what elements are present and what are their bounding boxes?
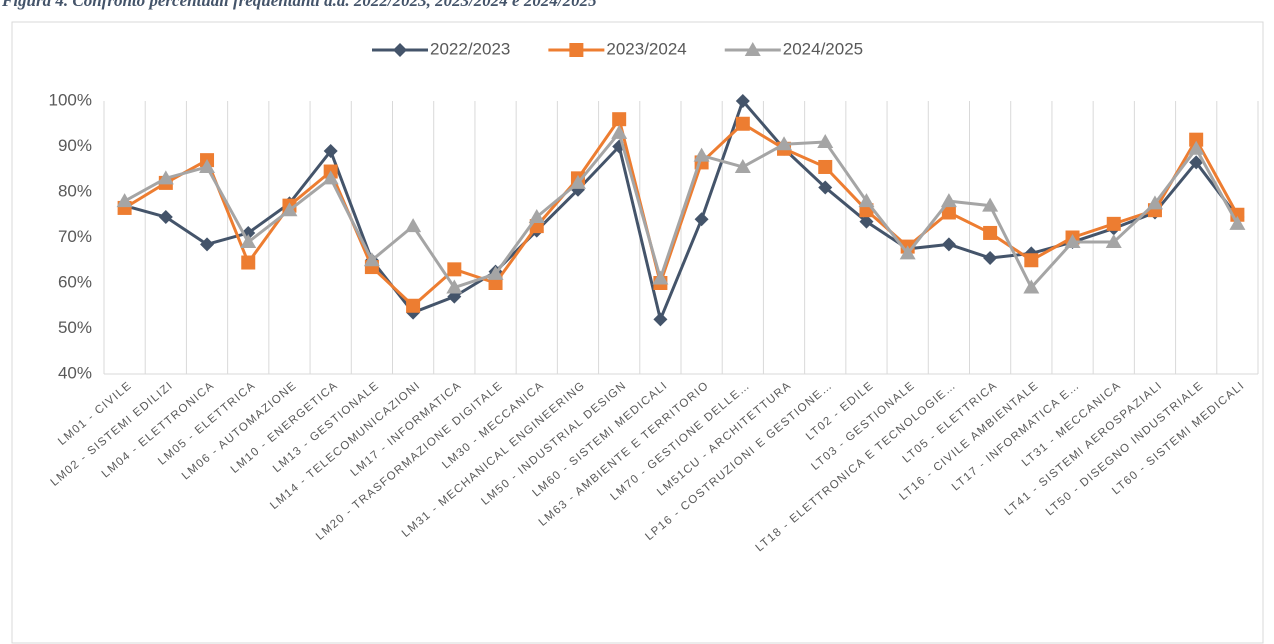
series-line	[123, 117, 1239, 308]
data-point	[611, 124, 628, 139]
data-point	[612, 112, 627, 127]
data-point	[528, 209, 545, 224]
y-tick-label: 40%	[58, 363, 92, 382]
data-point	[735, 116, 750, 131]
data-point	[158, 210, 173, 225]
data-point	[735, 94, 750, 108]
legend-marker	[393, 43, 407, 57]
data-point	[1105, 234, 1122, 249]
x-tick-label: LP16 - COSTRUZIONI E GESTIONE…	[643, 379, 835, 543]
data-point	[694, 212, 709, 227]
y-tick-label: 70%	[58, 227, 92, 246]
data-point	[1189, 155, 1204, 170]
data-point	[941, 237, 956, 252]
data-point	[940, 193, 957, 208]
legend-label: 2023/2024	[606, 39, 686, 58]
data-point	[323, 144, 338, 159]
data-point	[1146, 195, 1163, 210]
data-point	[1106, 216, 1121, 231]
data-point	[1229, 215, 1246, 230]
data-point	[241, 255, 256, 270]
data-point	[983, 250, 998, 265]
data-point	[859, 214, 874, 229]
data-point	[941, 205, 956, 220]
data-point	[653, 312, 668, 327]
y-tick-label: 100%	[49, 90, 92, 109]
data-point	[1188, 140, 1205, 155]
chart-title: Figura 4. Confronto percentuali frequent…	[1, 0, 597, 10]
data-point	[447, 262, 462, 277]
y-tick-label: 90%	[58, 136, 92, 155]
data-point	[116, 193, 133, 208]
data-point	[1189, 132, 1204, 147]
data-point	[693, 147, 710, 162]
y-tick-label: 80%	[58, 181, 92, 200]
data-point	[652, 270, 669, 285]
data-point	[446, 279, 463, 294]
data-point	[281, 202, 298, 217]
legend-label: 2024/2025	[783, 39, 863, 58]
data-point	[199, 158, 216, 173]
data-point	[818, 159, 833, 174]
legend-marker	[569, 43, 584, 57]
data-point	[734, 158, 751, 173]
data-point	[983, 225, 998, 240]
data-point	[1024, 253, 1039, 268]
data-point	[200, 237, 215, 252]
data-point	[569, 174, 586, 189]
data-point	[322, 170, 339, 185]
data-point	[818, 180, 833, 195]
data-point	[487, 265, 504, 280]
x-tick-label: LM01 - CIVILE	[56, 379, 134, 448]
x-tick-label: LM14 - TELECOMUNICAZIONI	[268, 379, 423, 512]
data-point	[982, 197, 999, 212]
data-point	[405, 218, 422, 233]
chart-border	[11, 21, 1264, 644]
x-tick-label: LM20 - TRASFORMAZIONE DIGITALE	[314, 379, 505, 542]
legend-label: 2022/2023	[430, 39, 510, 58]
series-line	[123, 131, 1239, 290]
y-tick-label: 60%	[58, 272, 92, 291]
data-point	[776, 136, 793, 151]
data-point	[240, 234, 257, 249]
data-point	[363, 252, 380, 267]
data-point	[858, 193, 875, 208]
legend-marker	[744, 42, 761, 56]
data-point	[406, 298, 421, 313]
y-tick-label: 50%	[58, 318, 92, 337]
data-point	[899, 245, 916, 260]
data-point	[1023, 279, 1040, 294]
x-tick-label: LM50 - INDUSTRIAL DESIGN	[479, 379, 629, 507]
data-point	[1064, 234, 1081, 249]
data-point	[157, 170, 174, 185]
data-point	[817, 133, 834, 148]
